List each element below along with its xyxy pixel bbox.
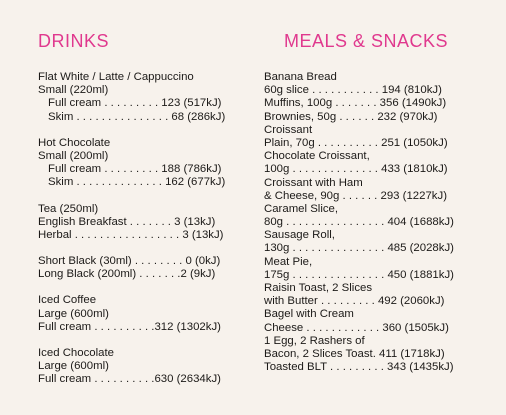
drinks-menu-line: Flat White / Latte / Cappuccino: [38, 71, 194, 83]
drinks-menu-line: Small (200ml): [38, 149, 109, 162]
meals-menu-line: Bagel with Cream: [264, 308, 354, 321]
meals-menu-line: Plain, 70g . . . . . . . . . . 251 (1050…: [264, 136, 448, 149]
meals-menu-line: 175g . . . . . . . . . . . . . . . 450 (…: [264, 268, 454, 281]
drinks-menu-line: Small (220ml): [38, 84, 109, 97]
meals-menu-line: Brownies, 50g . . . . . . 232 (970kJ): [264, 110, 438, 123]
drinks-menu-line: Tea (250ml): [38, 202, 99, 215]
meals-menu-line: Cheese . . . . . . . . . . . . 360 (1505…: [264, 321, 449, 334]
meals-menu-line: Muffins, 100g . . . . . . . 356 (1490kJ): [264, 97, 447, 110]
meals-menu-line: Banana Bread: [264, 71, 337, 83]
drinks-menu-line: Iced Coffee: [38, 294, 97, 307]
block-gap: [38, 281, 248, 294]
block-gap: [38, 124, 248, 137]
meals-menu-line: Toasted BLT . . . . . . . . . 343 (1435k…: [264, 361, 454, 374]
drinks-list: Flat White / Latte / Cappuccino Small (22…: [38, 71, 248, 387]
meals-menu-line: Sausage Roll,: [264, 229, 335, 242]
drinks-menu-line: Full cream . . . . . . . . . 188 (786kJ): [48, 163, 222, 176]
meals-menu-line: 80g . . . . . . . . . . . . . . . . 404 …: [264, 216, 454, 229]
meals-menu-line: Croissant: [264, 123, 313, 136]
meals-list: Banana Bread 60g slice . . . . . . . . . …: [264, 71, 496, 374]
block-gap: [38, 334, 248, 347]
drinks-menu-line: Large (600ml): [38, 360, 109, 373]
meals-menu-line: 1 Egg, 2 Rashers of: [264, 334, 365, 347]
drinks-menu-line: Iced Chocolate: [38, 347, 114, 359]
meals-menu-line: 100g . . . . . . . . . . . . . . 433 (18…: [264, 163, 448, 176]
meals-menu-line: Meat Pie,: [264, 255, 313, 268]
meals-menu-line: Bacon, 2 Slices Toast. 411 (1718kJ): [264, 347, 445, 360]
meals-menu-line: Caramel Slice,: [264, 202, 339, 215]
meals-menu-line: 60g slice . . . . . . . . . . . 194 (810…: [264, 84, 442, 97]
drinks-menu-line: Long Black (200ml) . . . . . . .2 (9kJ): [38, 268, 216, 281]
meals-menu-line: 130g . . . . . . . . . . . . . . . 485 (…: [264, 242, 454, 255]
meals-column: MEALS & SNACKS Banana Bread 60g slice . .…: [264, 30, 496, 374]
drinks-menu-line: Herbal . . . . . . . . . . . . . . . . .…: [38, 228, 224, 241]
drinks-menu-line: Large (600ml): [38, 307, 109, 320]
block-gap: [38, 190, 248, 203]
meals-menu-line: & Cheese, 90g . . . . . . 293 (1227kJ): [264, 189, 447, 202]
drinks-menu-line: Full cream . . . . . . . . . .312 (1302k…: [38, 320, 221, 333]
drinks-menu-line: Full cream . . . . . . . . . .630 (2634k…: [38, 373, 221, 386]
meals-menu-line: Raisin Toast, 2 Slices: [264, 282, 373, 294]
meals-heading: MEALS & SNACKS: [284, 31, 449, 51]
drinks-column: DRINKS Flat White / Latte / Cappuccino Sm…: [38, 30, 248, 387]
drinks-menu-line: Short Black (30ml) . . . . . . . . 0 (0k…: [38, 255, 221, 268]
drinks-menu-line: Hot Chocolate: [38, 136, 111, 149]
drinks-menu-line: Skim . . . . . . . . . . . . . . . 68 (2…: [48, 110, 226, 123]
meals-menu-line: Chocolate Croissant,: [264, 150, 370, 163]
meals-menu-line: with Butter . . . . . . . . . 492 (2060k…: [264, 295, 445, 308]
drinks-menu-line: English Breakfast . . . . . . . 3 (13kJ): [38, 215, 216, 228]
meals-menu-line: Croissant with Ham: [264, 176, 363, 189]
block-gap: [38, 242, 248, 255]
drinks-menu-line: Skim . . . . . . . . . . . . . . 162 (67…: [48, 176, 226, 189]
drinks-heading: DRINKS: [38, 31, 110, 51]
drinks-menu-line: Full cream . . . . . . . . . 123 (517kJ): [48, 97, 222, 110]
